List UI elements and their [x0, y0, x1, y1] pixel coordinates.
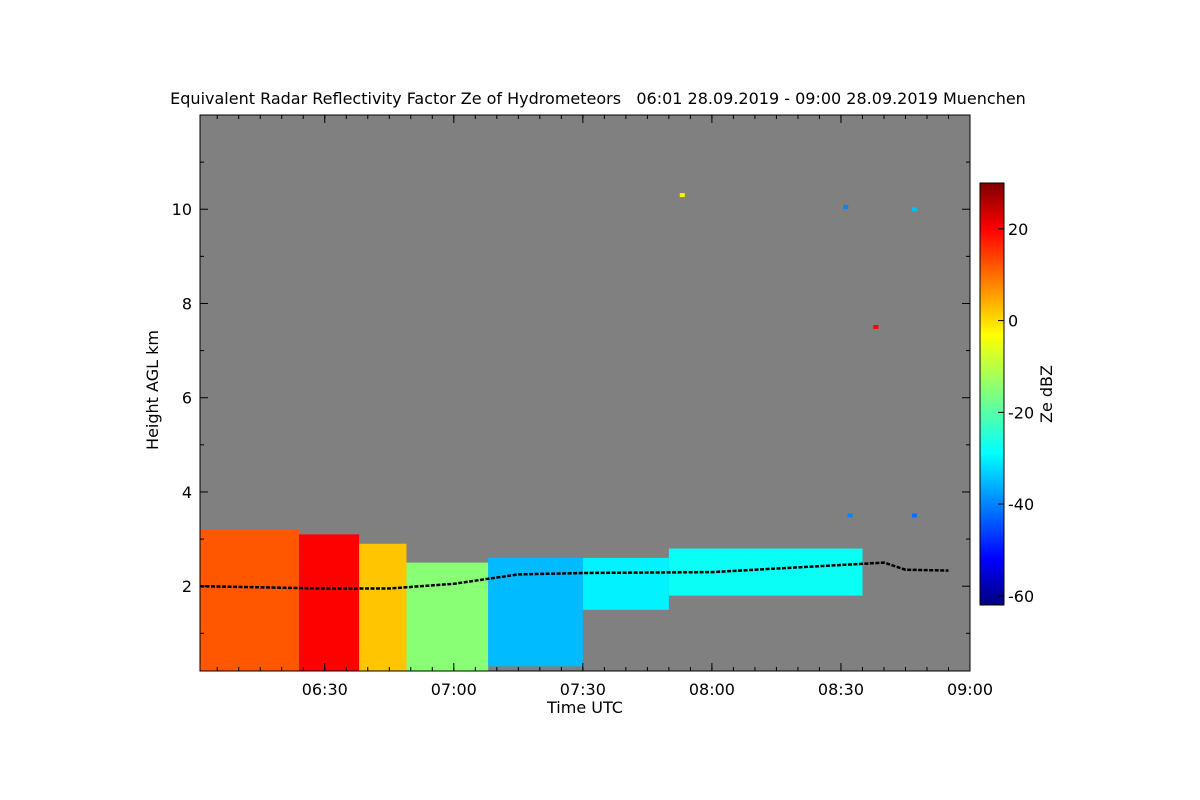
- y-tick-label: 8: [182, 294, 192, 313]
- y-tick-label: 4: [182, 483, 192, 502]
- echo-point: [843, 204, 849, 209]
- echo-point: [679, 193, 685, 198]
- x-axis: 06:30 07:00 07:30 08:00 08:30 09:00: [216, 115, 993, 699]
- cloud-base-line: [200, 561, 949, 590]
- x-tick-label: 07:00: [431, 680, 477, 699]
- y-tick-label: 2: [182, 577, 192, 596]
- x-tick-label: 07:30: [560, 680, 606, 699]
- y-axis-label: Height AGL km: [143, 330, 162, 450]
- echo-point: [847, 513, 853, 518]
- y-tick-label: 10: [172, 200, 192, 219]
- colorbar: [979, 182, 1005, 606]
- plot-frame: [199, 114, 971, 672]
- colorbar-label: Ze dBZ: [1037, 365, 1056, 423]
- reflectivity-region: [406, 562, 489, 671]
- colorbar-tick-label: -40: [1008, 495, 1034, 514]
- x-axis-label: Time UTC: [546, 698, 623, 717]
- x-tick-label: 09:00: [947, 680, 993, 699]
- reflectivity-field: [200, 529, 863, 671]
- x-tick-label: 08:00: [689, 680, 735, 699]
- echo-point: [912, 513, 918, 518]
- reflectivity-region: [582, 557, 669, 610]
- y-axis: 2 4 6 8 10: [172, 161, 970, 634]
- colorbar-tick-label: -60: [1008, 587, 1034, 606]
- reflectivity-region: [200, 529, 299, 671]
- colorbar-tick-label: 0: [1008, 312, 1018, 331]
- x-tick-label: 08:30: [818, 680, 864, 699]
- colorbar-ticks: 20 0 -20 -40 -60: [998, 220, 1034, 606]
- echo-point: [912, 207, 918, 212]
- isolated-echoes: [679, 193, 918, 518]
- chart-title: Equivalent Radar Reflectivity Factor Ze …: [170, 89, 1026, 108]
- colorbar-tick-label: -20: [1008, 403, 1034, 422]
- reflectivity-region: [359, 543, 407, 671]
- reflectivity-region: [298, 534, 360, 671]
- colorbar-tick-label: 20: [1008, 220, 1028, 239]
- y-tick-label: 6: [182, 389, 192, 408]
- cloud-base-trace: [200, 561, 949, 590]
- echo-point: [873, 325, 879, 330]
- x-tick-label: 06:30: [302, 680, 348, 699]
